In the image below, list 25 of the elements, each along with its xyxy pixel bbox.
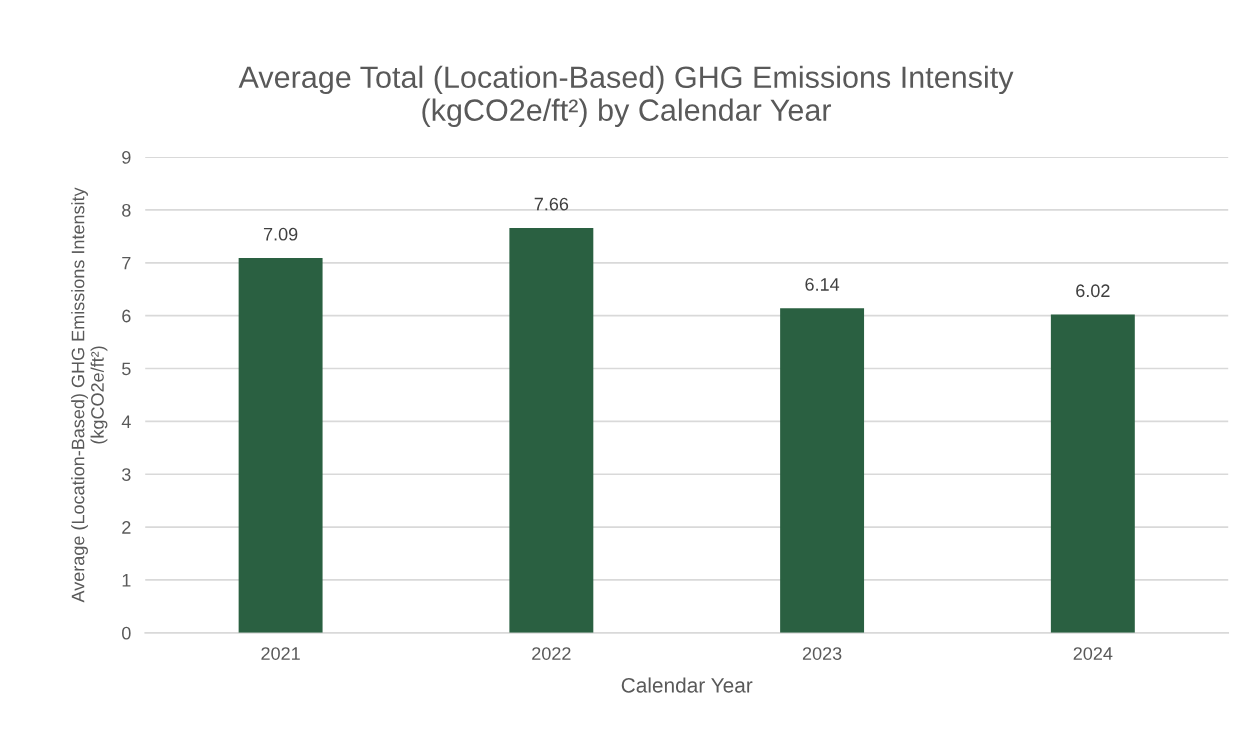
data-label: 6.14 [805,278,840,291]
x-tick-label: 2023 [802,647,842,660]
bar [1050,314,1135,633]
bar [509,227,594,633]
x-tick-label: 2024 [1073,647,1113,660]
y-axis-title: Average (Location-Based) GHG Emissions Intensity (kgCO2e/ft²) [71,187,108,603]
y-tick-label: 8 [122,203,131,217]
y-tick-label: 1 [122,574,131,587]
y-tick-label: 3 [121,468,131,481]
data-label: 7.66 [534,197,569,211]
y-tick-label: 4 [121,415,131,428]
bar [780,308,865,633]
chart-title: Average Total (Location-Based) GHG Emissions Intensity (kgCO2e/ft²) by Calendar Year [238,65,1014,128]
y-tick-label: 0 [122,626,131,640]
x-axis-title: Calendar Year [621,677,753,693]
bar [238,258,323,633]
x-tick-label: 2022 [532,647,571,660]
x-tick-label: 2021 [261,647,300,660]
data-label: 6.02 [1076,284,1110,298]
data-label: 7.09 [263,227,298,241]
y-tick-label: 6 [122,309,131,323]
y-tick-label: 5 [122,362,131,376]
y-tick-label: 9 [122,151,131,164]
y-tick-label: 7 [122,256,131,270]
y-tick-label: 2 [122,521,131,534]
